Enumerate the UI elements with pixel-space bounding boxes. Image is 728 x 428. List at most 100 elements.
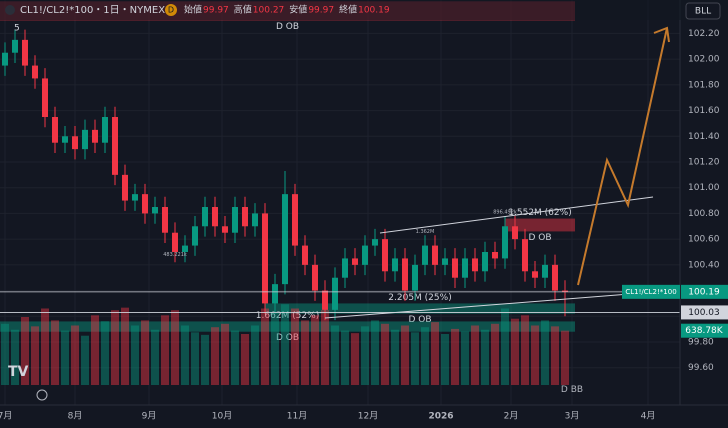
ohlc-value: 100.19 <box>358 6 390 16</box>
annotation: 483.221k <box>163 252 187 258</box>
ohlc-value: 99.97 <box>308 6 334 16</box>
zone-volume-label: 1.662M (52%) <box>256 311 319 321</box>
zone-label: D OB <box>276 22 299 32</box>
candle-body <box>162 207 168 233</box>
candle-body <box>552 264 558 291</box>
x-tick-label: 9月 <box>142 411 157 422</box>
y-tick-label: 102.00 <box>688 55 720 65</box>
annotation: D BB <box>561 385 583 395</box>
volume-bar <box>531 325 539 385</box>
volume-bar <box>231 330 239 385</box>
volume-bar <box>221 323 229 385</box>
y-tick-label: 100.60 <box>688 235 720 245</box>
candles <box>2 29 568 321</box>
candle-body <box>2 52 8 66</box>
x-tick-label: 2026 <box>428 412 453 422</box>
annotation: 1.362M <box>416 229 435 235</box>
badge[interactable]: BLL <box>695 7 711 17</box>
candle-body <box>112 117 118 175</box>
last-price-name-tag <box>622 284 680 299</box>
trend-line <box>379 196 654 234</box>
badge-button[interactable] <box>685 2 721 20</box>
candle-body <box>342 258 348 278</box>
x-tick-label: 11月 <box>287 411 307 422</box>
candle-body <box>32 65 38 79</box>
volume-bar <box>171 310 179 385</box>
projection-arrowhead <box>653 26 670 43</box>
order-block <box>0 321 575 332</box>
candle-body <box>102 117 108 143</box>
candle-body <box>502 226 508 259</box>
price-line-label: 100.03 <box>688 308 720 318</box>
volume-bar <box>481 329 489 385</box>
candle-body <box>92 129 98 143</box>
candle-body <box>432 245 438 265</box>
y-tick-label: 99.60 <box>688 363 714 373</box>
candle-body <box>482 252 488 272</box>
volume-bar <box>431 322 439 385</box>
volume-bar <box>21 317 29 385</box>
candle-body <box>62 136 68 143</box>
candle-body <box>52 117 58 143</box>
candle-body <box>352 258 358 265</box>
zone-label: D OB <box>276 333 299 343</box>
volume-bar <box>511 318 519 385</box>
volume-pane <box>1 304 569 385</box>
volume-bar <box>321 310 329 385</box>
volume-bar <box>271 312 279 385</box>
volume-bar <box>311 315 319 385</box>
order-block <box>265 303 575 314</box>
last-price-label: 100.19 <box>688 287 720 297</box>
x-tick-label: 4月 <box>641 411 656 422</box>
y-tick-label: 100.40 <box>688 260 720 270</box>
volume-bar <box>131 325 139 385</box>
volume-bar <box>421 327 429 385</box>
volume-bar <box>11 329 19 385</box>
candle-body <box>12 39 18 53</box>
axes: 99.6099.80100.00100.20100.40100.60100.80… <box>0 29 728 422</box>
settings-icon[interactable] <box>36 389 48 401</box>
logo: TV <box>8 364 29 380</box>
volume-bar <box>241 334 249 385</box>
candle-body <box>172 232 178 252</box>
volume-bar <box>461 331 469 385</box>
volume-bar <box>281 304 289 385</box>
last-price-tag <box>681 284 728 299</box>
volume-bar <box>91 315 99 385</box>
candle-body <box>472 258 478 272</box>
candle-body <box>512 226 518 240</box>
y-tick-label: 102.20 <box>688 29 720 39</box>
volume-bar <box>121 307 129 385</box>
zone-volume-label: 1.552M (62%) <box>508 208 571 218</box>
candle-body <box>82 129 88 150</box>
last-price-name: CL1!/CL2!*100 <box>625 288 676 296</box>
symbol: CL1!/CL2!*100・1日・NYMEX <box>20 5 165 16</box>
overlay: 483.221k 1.362M 896.492k D BB <box>0 210 680 395</box>
volume-bar <box>451 328 459 385</box>
x-tick-label: 12月 <box>358 411 378 422</box>
y-tick-label: 100.80 <box>688 209 720 219</box>
zone-volume-label: 2.205M (25%) <box>388 293 451 303</box>
candle-body <box>252 213 258 227</box>
x-tick-label: 10月 <box>212 411 232 422</box>
price-line-tag <box>681 305 728 320</box>
source-badge-bg <box>165 4 177 16</box>
candle-body <box>202 207 208 227</box>
zone-label: D OB <box>408 315 431 325</box>
volume-bar <box>141 320 149 385</box>
candle-body <box>392 258 398 272</box>
candle-body <box>462 258 468 278</box>
y-tick-label: 101.40 <box>688 132 720 142</box>
candle-body <box>362 245 368 265</box>
candle-body <box>382 239 388 272</box>
volume-bar <box>471 325 479 385</box>
volume-bar <box>491 323 499 385</box>
ohlc-value: 99.97 <box>203 6 229 16</box>
x-tick-label: 7月 <box>0 411 12 422</box>
candle-body <box>522 239 528 272</box>
volume-bar <box>151 329 159 385</box>
candle-body <box>302 245 308 265</box>
candle-body <box>192 226 198 246</box>
volume-tag-label: 638.78K <box>685 326 723 336</box>
candle-body <box>492 252 498 259</box>
